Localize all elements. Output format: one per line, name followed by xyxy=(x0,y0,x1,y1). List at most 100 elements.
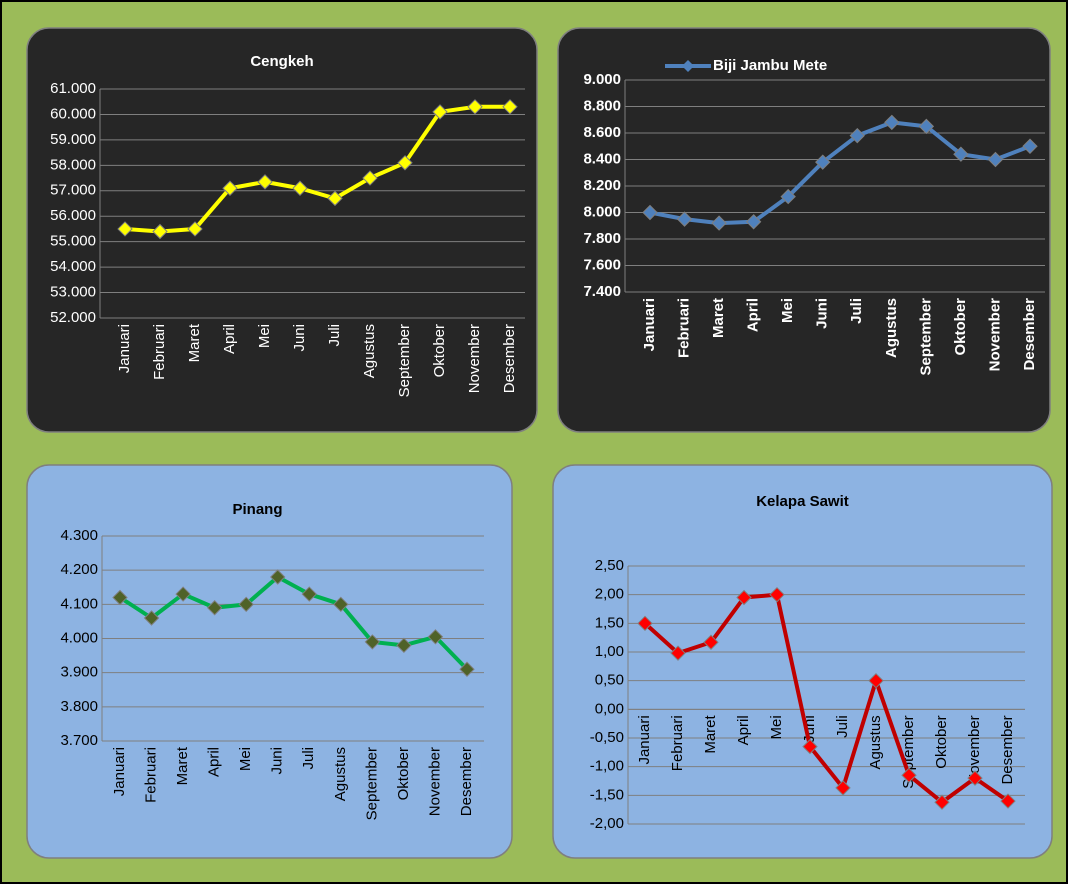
x-tick-label: Juni xyxy=(291,324,308,352)
x-tick-label: April xyxy=(221,324,238,354)
x-tick-label: Agustus xyxy=(361,324,378,378)
marker xyxy=(187,221,203,237)
marker xyxy=(780,188,796,205)
x-tick-label: Maret xyxy=(174,746,191,785)
legend-marker xyxy=(682,60,694,72)
marker xyxy=(868,672,884,689)
marker xyxy=(362,170,378,186)
marker xyxy=(143,610,160,626)
marker xyxy=(711,215,727,231)
y-tick-label: 3.700 xyxy=(60,732,98,749)
y-tick-label: 1,50 xyxy=(595,614,624,631)
marker xyxy=(257,174,273,190)
panel xyxy=(552,464,1053,859)
y-tick-label: -2,00 xyxy=(590,815,624,832)
x-tick-label: Mei xyxy=(779,298,796,323)
x-tick-label: Februari xyxy=(151,324,168,380)
y-tick-label: 2,00 xyxy=(595,586,624,603)
x-tick-label: Mei xyxy=(768,715,785,739)
x-tick-label: Oktober xyxy=(431,324,448,377)
chart-title: Pinang xyxy=(232,501,282,518)
y-tick-label: 61.000 xyxy=(50,80,96,97)
x-tick-label: Mei xyxy=(237,747,254,771)
x-tick-label: Juli xyxy=(326,324,343,347)
x-tick-label: Maret xyxy=(710,298,727,338)
chart-panel: Cengkeh 52.000 53.000 54.000 55.000 56.000 57.… xyxy=(26,27,538,433)
x-tick-label: Juni xyxy=(269,747,286,775)
y-tick-label: 60.000 xyxy=(50,105,96,122)
x-tick-label: Januari xyxy=(111,747,128,796)
x-tick-label: September xyxy=(396,324,413,397)
x-tick-label: November xyxy=(426,747,443,816)
y-tick-label: 8.200 xyxy=(583,177,621,194)
marker xyxy=(987,151,1004,168)
x-tick-label: April xyxy=(206,747,223,777)
x-tick-label: Agustus xyxy=(883,298,900,358)
panel xyxy=(26,27,538,433)
x-tick-label: November xyxy=(966,715,983,784)
chart-title: Cengkeh xyxy=(250,53,313,70)
y-tick-label: 4.000 xyxy=(60,629,98,646)
x-tick-label: Oktober xyxy=(933,715,950,768)
x-tick-label: Agustus xyxy=(332,747,349,801)
y-tick-label: 55.000 xyxy=(50,233,96,250)
y-tick-label: 1,00 xyxy=(595,643,624,660)
marker xyxy=(642,204,658,221)
marker xyxy=(292,180,308,196)
y-tick-label: 7.600 xyxy=(583,256,621,273)
marker xyxy=(397,155,413,171)
x-tick-label: Januari xyxy=(116,324,133,373)
x-tick-label: Desember xyxy=(999,715,1016,784)
marker xyxy=(637,615,653,632)
marker xyxy=(432,104,448,120)
x-tick-label: Maret xyxy=(702,715,719,754)
marker xyxy=(333,596,349,613)
marker xyxy=(301,586,317,602)
marker xyxy=(953,146,969,162)
x-tick-label: Januari xyxy=(636,715,653,764)
y-tick-label: 56.000 xyxy=(50,207,96,224)
x-tick-label: Juli xyxy=(848,298,865,324)
y-tick-label: -1,00 xyxy=(590,758,624,775)
marker xyxy=(703,634,719,650)
y-tick-label: 4.300 xyxy=(60,527,98,544)
marker xyxy=(802,738,818,755)
marker xyxy=(736,589,752,606)
marker xyxy=(745,214,762,230)
y-tick-label: 57.000 xyxy=(50,182,96,199)
marker xyxy=(967,770,983,786)
x-tick-label: Desember xyxy=(458,747,475,816)
marker xyxy=(918,118,935,135)
x-tick-label: November xyxy=(986,298,1003,372)
marker xyxy=(467,99,483,115)
y-tick-label: 53.000 xyxy=(50,284,96,301)
x-tick-label: Juni xyxy=(814,298,831,329)
marker xyxy=(502,99,518,115)
x-tick-label: Agustus xyxy=(867,715,884,769)
legend-label: Biji Jambu Mete xyxy=(713,57,827,74)
marker xyxy=(238,596,254,613)
marker xyxy=(1022,138,1038,154)
y-tick-label: 8.800 xyxy=(583,97,621,114)
x-tick-label: Februari xyxy=(669,715,686,771)
x-tick-label: Juli xyxy=(834,715,851,738)
marker xyxy=(152,223,168,240)
x-tick-label: Januari xyxy=(641,298,658,351)
y-tick-label: 59.000 xyxy=(50,131,96,148)
marker xyxy=(459,661,475,677)
panel xyxy=(557,27,1051,433)
x-tick-label: November xyxy=(466,324,483,393)
chart-panel: Kelapa Sawit -2,00 -1,50 -1,00 -0,50 0,00 0,50… xyxy=(552,464,1053,859)
y-tick-label: 3.900 xyxy=(60,664,98,681)
x-tick-label: Februari xyxy=(143,747,160,803)
marker xyxy=(934,794,950,810)
marker xyxy=(270,569,286,585)
marker xyxy=(676,211,693,227)
x-tick-label: Oktober xyxy=(395,747,412,800)
chart-panel: 7.400 7.600 7.800 8.000 8.200 8.400 8.600 8.800… xyxy=(557,27,1051,433)
x-tick-label: September xyxy=(917,298,934,376)
marker xyxy=(815,154,831,170)
y-tick-label: 8.400 xyxy=(583,150,621,167)
marker xyxy=(901,767,917,783)
